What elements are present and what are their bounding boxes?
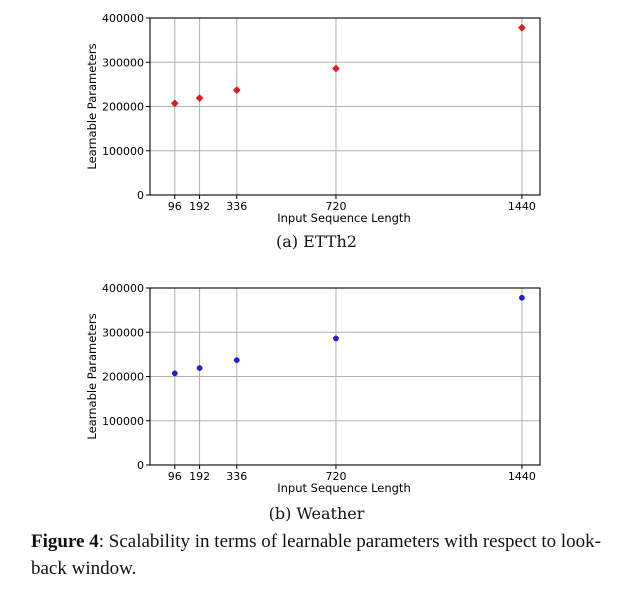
chart-0-ytick-label-4: 400000 <box>102 12 144 25</box>
chart-1-xlabel: Input Sequence Length <box>277 481 410 495</box>
chart-0-point-3 <box>332 64 340 73</box>
chart-0-ylabel: Learnable Parameters <box>85 43 99 169</box>
chart-0-ytick-label-3: 300000 <box>102 56 144 69</box>
chart-1-point-3 <box>333 335 339 342</box>
chart-panel-weather: 96 192 336 720 1440 0 100000 200000 300000 400000… <box>85 282 541 495</box>
subcaption-etth2: (a) ETTh2 <box>276 232 357 251</box>
chart-1-ylabel: Learnable Parameters <box>85 313 99 439</box>
chart-1-point-2 <box>233 357 240 363</box>
figure-caption-label: Figure 4 <box>31 531 99 552</box>
chart-1-point-0 <box>171 370 178 377</box>
chart-1-ytick-label-3: 300000 <box>102 326 144 339</box>
chart-1-xtick-label-1: 192 <box>189 470 210 483</box>
chart-0-ytick-label-2: 200000 <box>102 101 144 114</box>
chart-0-point-2 <box>232 86 241 95</box>
chart-0-ytick-label-1: 100000 <box>102 145 144 158</box>
chart-1-xtick-label-0: 96 <box>168 470 182 483</box>
chart-1-xtick-label-2: 336 <box>226 470 247 483</box>
chart-1-ytick-label-0: 0 <box>137 459 144 472</box>
chart-panel-etth2: 96 192 336 720 1440 0 100000 200000 300000 400000… <box>85 12 541 225</box>
chart-0-ytick-label-0: 0 <box>137 189 144 202</box>
chart-0-xtick-label-2: 336 <box>226 200 247 213</box>
chart-0-xtick-label-0: 96 <box>168 200 182 213</box>
subcaption-weather: (b) Weather <box>268 504 365 523</box>
chart-0-point-0 <box>170 99 179 108</box>
chart-1-xtick-label-3: 720 <box>325 470 346 483</box>
chart-0-xlabel: Input Sequence Length <box>277 211 410 225</box>
figure-caption: Figure 4: Scalability in terms of learna… <box>31 528 611 582</box>
chart-1-ytick-label-4: 400000 <box>102 282 144 295</box>
chart-0-xtick-label-1: 192 <box>189 200 210 213</box>
chart-1-point-4 <box>519 294 525 301</box>
chart-0-xtick-label-3: 720 <box>325 200 346 213</box>
chart-1-ytick-label-2: 200000 <box>102 371 144 384</box>
chart-0-point-4 <box>517 23 526 32</box>
chart-1-xtick-label-4: 1440 <box>508 470 536 483</box>
figure-caption-text: : Scalability in terms of learnable para… <box>31 531 602 579</box>
chart-0-xtick-label-4: 1440 <box>508 200 536 213</box>
chart-0-point-1 <box>195 94 204 103</box>
chart-1-point-1 <box>196 365 203 371</box>
chart-1-ytick-label-1: 100000 <box>102 415 144 428</box>
